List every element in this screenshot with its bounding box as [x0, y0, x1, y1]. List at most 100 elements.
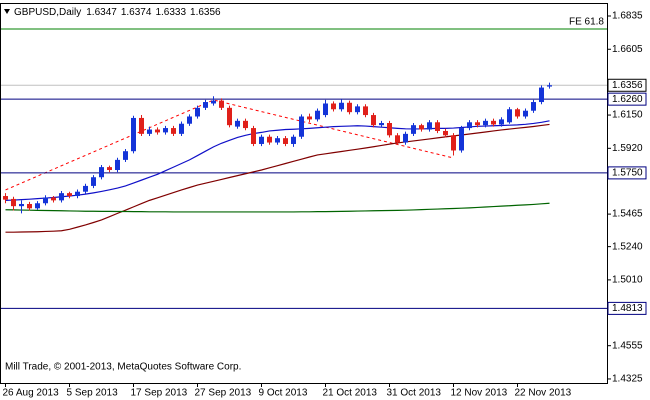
- candle-body: [347, 102, 352, 113]
- current-price-label: 1.6356: [612, 80, 643, 91]
- y-tick-label: 1.4555: [612, 340, 643, 351]
- candle-body: [339, 102, 344, 110]
- candle-body: [379, 123, 384, 126]
- candle-body: [155, 129, 160, 133]
- candle-body: [43, 197, 48, 204]
- candle-body: [387, 123, 392, 136]
- level-box: [607, 92, 647, 106]
- candle-body: [3, 196, 8, 200]
- candle-body: [451, 135, 456, 151]
- candle-body: [27, 203, 32, 209]
- candle-body: [395, 135, 400, 143]
- candle-body: [115, 159, 120, 171]
- menu-icon: [4, 9, 10, 14]
- footer: Mill Trade, © 2001-2013, MetaQuotes Soft…: [5, 362, 241, 373]
- candle-body: [371, 115, 376, 126]
- y-tick-label: 1.6605: [612, 44, 643, 55]
- candle-body: [523, 110, 528, 117]
- candle-body: [483, 120, 488, 126]
- candle-body: [531, 102, 536, 111]
- candle-body: [363, 106, 368, 116]
- y-tick-label: 1.6835: [612, 11, 643, 22]
- candle-body: [211, 100, 216, 104]
- candle-body: [539, 87, 544, 103]
- candle-body: [251, 128, 256, 144]
- header: GBPUSD,Daily 1.6347 1.6374 1.6333 1.6356: [14, 7, 221, 18]
- y-tick-label: 1.5240: [612, 241, 643, 252]
- y-tick-label: 1.6150: [612, 110, 643, 121]
- y-tick-label: 1.5465: [612, 209, 643, 220]
- level-label: 1.4813: [612, 303, 643, 314]
- candle-body: [507, 109, 512, 123]
- candle-body: [99, 167, 104, 178]
- candle-body: [315, 110, 320, 120]
- candle-body: [139, 117, 144, 134]
- open-value: 1.6347: [86, 7, 117, 18]
- candle-body: [51, 197, 56, 201]
- candle-body: [427, 122, 432, 130]
- candle-body: [443, 130, 448, 136]
- moving-average: [5, 202, 550, 213]
- moving-average: [5, 123, 550, 233]
- candle-body: [547, 85, 552, 87]
- fibo-lines: [5, 99, 454, 191]
- x-tick-label: 27 Sep 2013: [195, 388, 252, 399]
- x-tick-label: 17 Sep 2013: [131, 388, 188, 399]
- plot-border: [0, 3, 608, 384]
- candle-body: [491, 120, 496, 125]
- candle-body: [91, 177, 96, 186]
- candle-body: [195, 107, 200, 117]
- y-tick-label: 1.5920: [612, 143, 643, 154]
- candle-body: [435, 122, 440, 131]
- candle-body: [355, 106, 360, 113]
- candle-body: [291, 136, 296, 144]
- candle-body: [83, 185, 88, 192]
- candle-body: [131, 117, 136, 152]
- x-tick-label: 26 Aug 2013: [3, 388, 60, 399]
- symbol: GBPUSD,Daily: [14, 7, 81, 18]
- candle-body: [267, 136, 272, 143]
- candle-body: [403, 133, 408, 143]
- candle-body: [67, 193, 72, 197]
- level-box: [607, 301, 647, 315]
- candle-body: [323, 103, 328, 116]
- plot-area: FE 61.8: [0, 17, 607, 309]
- candle-body: [411, 125, 416, 134]
- x-tick-label: 31 Oct 2013: [387, 388, 442, 399]
- candle-body: [203, 102, 208, 108]
- candle-body: [171, 128, 176, 134]
- low-value: 1.6333: [155, 7, 186, 18]
- level-label: 1.6260: [612, 94, 643, 105]
- candle-body: [75, 191, 80, 197]
- candle-body: [243, 120, 248, 129]
- candle-body: [187, 116, 192, 124]
- candle-body: [419, 125, 424, 130]
- x-tick-label: 22 Nov 2013: [515, 388, 572, 399]
- x-tick-label: 21 Oct 2013: [323, 388, 378, 399]
- candle-body: [307, 116, 312, 120]
- candle-body: [499, 119, 504, 125]
- x-tick-label: 12 Nov 2013: [451, 388, 508, 399]
- candle-body: [235, 120, 240, 127]
- candle-body: [35, 203, 40, 209]
- candle-body: [515, 109, 520, 117]
- close-value: 1.6356: [190, 7, 221, 18]
- candle-body: [19, 203, 24, 207]
- high-value: 1.6374: [121, 7, 152, 18]
- candle-body: [227, 107, 232, 126]
- current-price-box: [607, 78, 647, 92]
- x-tick-label: 9 Oct 2013: [259, 388, 308, 399]
- candle-body: [59, 193, 64, 201]
- candle-body: [107, 167, 112, 171]
- x-tick-label: 5 Sep 2013: [67, 388, 119, 399]
- candle-body: [179, 123, 184, 134]
- fibo-label: FE 61.8: [569, 17, 604, 28]
- level-label: 1.5750: [612, 168, 643, 179]
- y-tick-label: 1.5010: [612, 275, 643, 286]
- candle-body: [11, 198, 16, 207]
- moving-average: [5, 120, 550, 201]
- candle-body: [459, 128, 464, 151]
